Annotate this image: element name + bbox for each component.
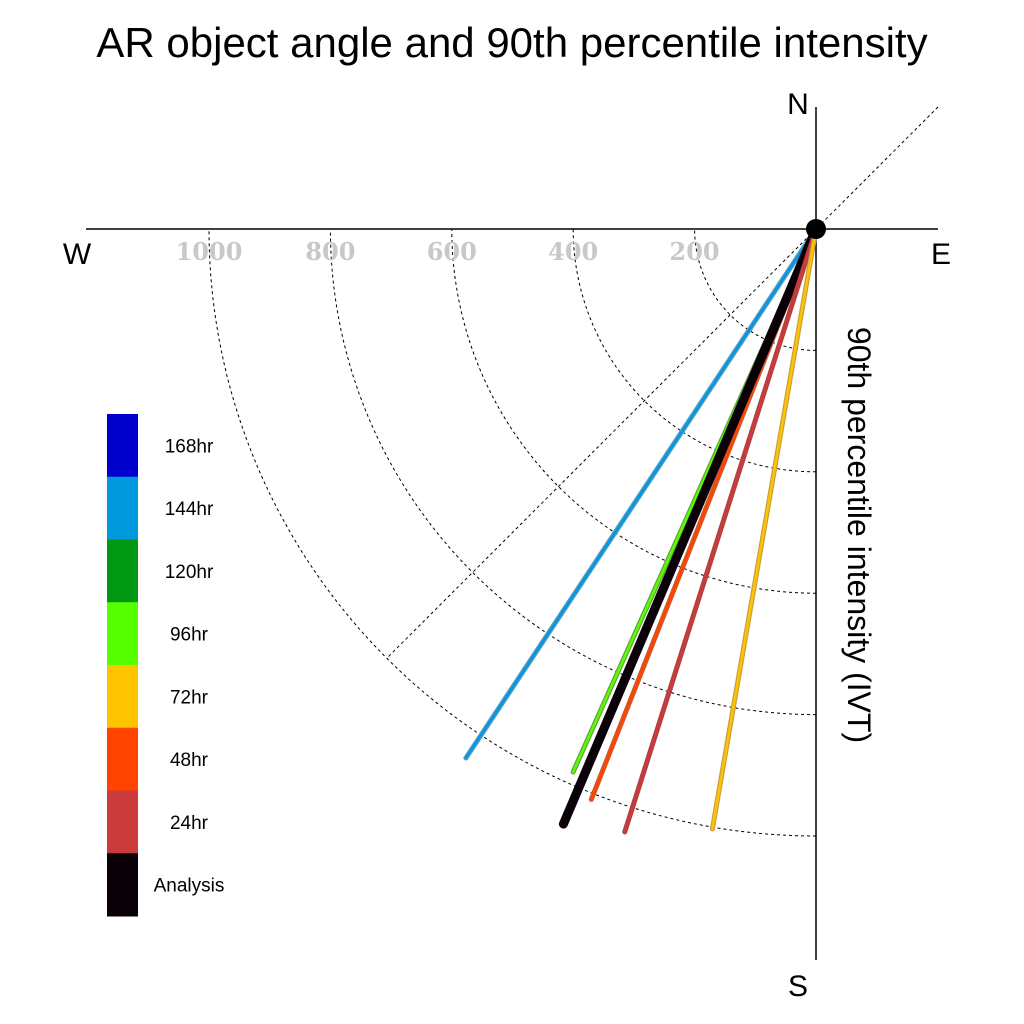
- chart-title: AR object angle and 90th percentile inte…: [96, 19, 927, 66]
- vector-line: [623, 227, 818, 834]
- legend-swatch: [107, 602, 138, 666]
- radial-tick-label: 600: [427, 237, 477, 266]
- vector-line: [558, 224, 821, 829]
- legend-label: 24hr: [170, 813, 209, 834]
- vector-24hr: [622, 226, 819, 835]
- range-ring: [694, 228, 817, 351]
- radial-tick-label: 800: [305, 237, 355, 266]
- radial-tick-label: 1000: [176, 237, 243, 266]
- compass-axes: [86, 107, 938, 960]
- legend-swatch: [107, 727, 138, 791]
- range-ring: [208, 228, 817, 837]
- origin-marker: [806, 219, 826, 239]
- legend-label: 168hr: [165, 436, 214, 457]
- polar-grid: [208, 106, 939, 837]
- compass-east-label: E: [931, 238, 951, 271]
- legend-label: 144hr: [165, 499, 214, 520]
- radial-tick-label: 200: [670, 237, 720, 266]
- legend-swatch: [107, 853, 138, 917]
- radial-axis-label: 90th percentile intensity (IVT): [841, 327, 877, 743]
- legend-label: Analysis: [154, 876, 225, 897]
- diagonal-guide: [386, 106, 939, 659]
- range-ring: [572, 228, 817, 473]
- legend-label: 120hr: [165, 562, 214, 583]
- compass-south-label: S: [788, 970, 808, 1003]
- legend-label: 96hr: [170, 625, 209, 646]
- legend-swatch: [107, 414, 138, 478]
- radial-tick-labels: 200 400 600 800 1000: [176, 237, 720, 266]
- legend-swatch: [107, 790, 138, 854]
- vector-144hr: [463, 226, 819, 761]
- vector-line: [464, 227, 818, 760]
- vector-analysis: [558, 224, 821, 829]
- range-ring: [451, 228, 817, 594]
- compass-north-label: N: [787, 88, 809, 121]
- compass-west-label: W: [63, 238, 92, 271]
- legend-swatch: [107, 539, 138, 603]
- legend-label: 48hr: [170, 750, 209, 771]
- vector-line: [711, 227, 818, 831]
- vector-72hr: [709, 226, 819, 832]
- legend: 168hr 144hr 120hr 96hr 72hr 48hr 24hr Analysis: [107, 414, 224, 917]
- legend-swatch: [107, 476, 138, 540]
- legend-label: 72hr: [170, 687, 209, 708]
- radial-tick-label: 400: [548, 237, 598, 266]
- forecast-vectors: [463, 224, 821, 835]
- legend-swatch: [107, 665, 138, 729]
- range-ring: [329, 228, 817, 716]
